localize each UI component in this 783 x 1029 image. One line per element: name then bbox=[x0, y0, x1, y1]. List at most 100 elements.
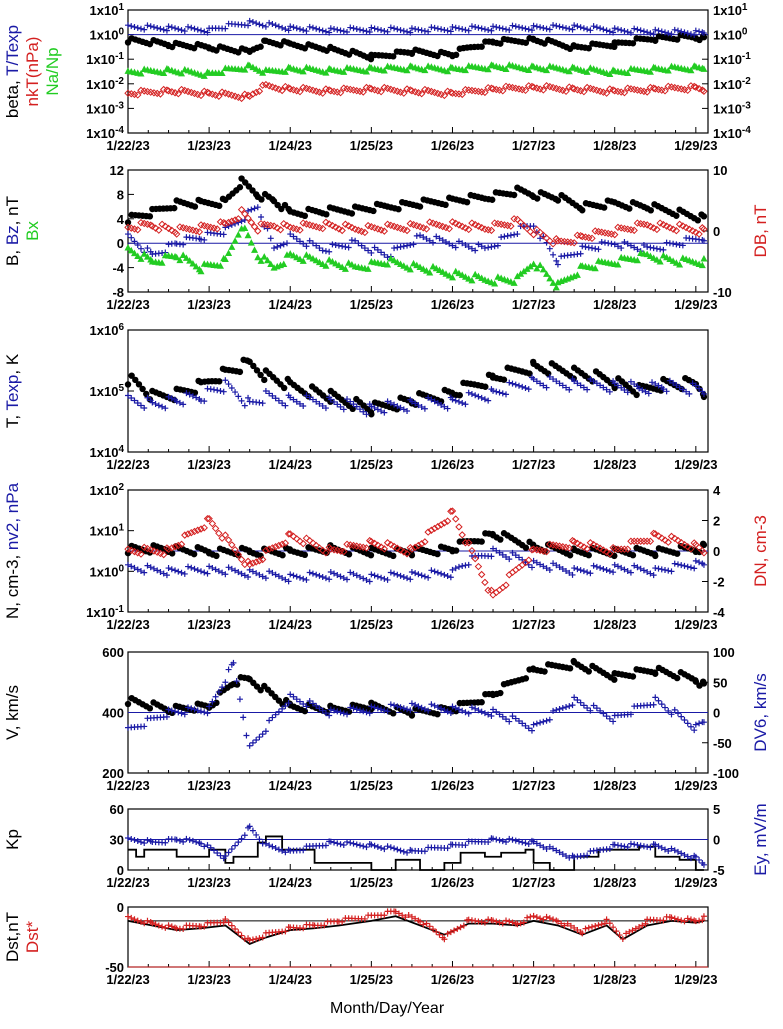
panel-beta-series-red-point bbox=[171, 89, 179, 97]
panel-t-series-black-point bbox=[611, 384, 618, 392]
panel-b-series-blue-point bbox=[251, 205, 258, 212]
panel-beta-series-red-point bbox=[700, 87, 708, 95]
panel-beta-series-green-point bbox=[340, 68, 348, 75]
panel-beta-series-blue-point bbox=[537, 24, 544, 31]
panel-beta-series-black-point bbox=[408, 50, 416, 57]
panel-b-series-blue-point bbox=[582, 243, 589, 250]
panel-beta-series-blue-point bbox=[300, 27, 307, 34]
panel-n-series-blue-point bbox=[353, 572, 360, 579]
panel-v-series-blue-point bbox=[384, 708, 391, 715]
panel-n-series-blue-point bbox=[618, 564, 625, 571]
panel-t-series-blue-point bbox=[428, 396, 435, 403]
panel-n-series-blue-point bbox=[188, 564, 195, 571]
panel-t-series-blue-point bbox=[614, 382, 621, 389]
panel-n-series-red-point bbox=[680, 540, 689, 549]
panel-n-series-blue-point bbox=[125, 561, 131, 568]
panel-b-series-red-point bbox=[692, 228, 700, 237]
panel-kp-xtick-label: 1/25/23 bbox=[350, 875, 393, 890]
panel-b-series-green-point bbox=[192, 262, 200, 270]
panel-beta-ytick-right-label: 1x101 bbox=[713, 2, 748, 18]
panel-n-series-blue-point bbox=[306, 569, 313, 576]
panel-n-series-blue-point bbox=[540, 563, 547, 570]
panel-t-series-blue-point bbox=[400, 406, 407, 413]
panel-beta-series-blue-point bbox=[337, 27, 344, 34]
panel-b-series-red-point bbox=[322, 218, 330, 226]
panel-beta-series-blue-point bbox=[488, 27, 495, 34]
panel-n-series-blue-point bbox=[490, 545, 497, 552]
panel-b-xtick-label: 1/22/23 bbox=[106, 297, 149, 312]
panel-n-series-blue-point bbox=[512, 552, 519, 559]
panel-n-series-black-point bbox=[673, 550, 681, 557]
panel-v-series-blue-point bbox=[407, 707, 414, 714]
panel-kp-series-blue-point bbox=[662, 846, 669, 853]
panel-b-series-blue-point bbox=[475, 241, 482, 248]
panel-b-series-black-point bbox=[301, 212, 309, 220]
panel-v-series-blue-point bbox=[668, 711, 675, 718]
panel-n-series-red-point bbox=[525, 556, 533, 564]
panel-b-series-blue-point bbox=[413, 232, 420, 239]
panel-dst-series-red-point bbox=[499, 920, 506, 927]
panel-t-series-blue-point bbox=[235, 393, 242, 400]
panel-b-series-blue-point bbox=[348, 237, 355, 244]
panel-b-series-red-point bbox=[507, 222, 515, 230]
panel-beta-series-red-point bbox=[487, 84, 496, 92]
panel-v-series-blue-point bbox=[691, 727, 698, 734]
panel-n-series-blue-point bbox=[452, 565, 459, 572]
panel-beta-series-black-point bbox=[390, 53, 397, 60]
panel-n-series-red-point bbox=[452, 515, 460, 523]
panel-beta-series-blue-point bbox=[245, 22, 252, 29]
panel-b-series-black-point bbox=[626, 205, 633, 212]
panel-n-series-blue-point bbox=[503, 553, 510, 560]
panel-beta-series-red-point bbox=[234, 93, 243, 102]
panel-t-series-blue-point bbox=[550, 376, 557, 383]
panel-v-series-blue-point bbox=[366, 710, 373, 717]
panel-beta-series-black-point bbox=[522, 39, 530, 46]
panel-dst-series-red-point bbox=[131, 916, 138, 923]
panel-kp-series-blue-point bbox=[624, 844, 631, 851]
panel-b-series-blue-point bbox=[608, 240, 615, 247]
panel-t-ylabel-left: T, Texp, K bbox=[3, 353, 22, 428]
panel-b-series-black-point bbox=[700, 213, 708, 220]
panel-v-series-black-point bbox=[213, 699, 220, 707]
panel-n-series-red-point bbox=[396, 546, 405, 554]
panel-beta-series-blue-point bbox=[165, 23, 172, 30]
panel-n-series-blue-point bbox=[652, 565, 659, 572]
panel-n-series-blue-point bbox=[614, 563, 621, 570]
panel-v-ylabel-left-segment: V, km/s bbox=[3, 685, 22, 740]
panel-b-series-green-point bbox=[176, 256, 184, 264]
panel-b-series-red-point bbox=[409, 220, 418, 229]
panel-n-series-red-point bbox=[430, 524, 439, 533]
panel-n-series-blue-point bbox=[627, 569, 634, 576]
panel-n-series-red-point bbox=[565, 544, 573, 552]
panel-v-series-blue-point bbox=[296, 698, 303, 705]
panel-b-series-red-point bbox=[331, 223, 340, 231]
panel-t-series-blue-point bbox=[686, 390, 693, 397]
panel-n-series-blue-point bbox=[447, 574, 454, 581]
panel-t-series-blue-point bbox=[666, 377, 673, 384]
panel-kp-series-blue-point bbox=[186, 836, 193, 843]
panel-v-series-blue-point bbox=[233, 678, 240, 685]
panel-t-xtick-label: 1/25/23 bbox=[350, 457, 393, 472]
panel-b-ytick-left-label: 0 bbox=[117, 236, 124, 251]
panel-b-series-blue-point bbox=[287, 231, 294, 238]
panel-b-series-green-point bbox=[676, 261, 684, 268]
panel-beta-xtick-label: 1/24/23 bbox=[269, 138, 312, 153]
panel-b-series-blue-point bbox=[378, 249, 385, 256]
panel-beta-series-red-point bbox=[278, 86, 286, 95]
panel-t-series-blue-point bbox=[141, 405, 148, 412]
panel-kp-series-blue-point bbox=[496, 837, 503, 844]
panel-beta-series-red-point bbox=[228, 91, 236, 99]
panel-b-series-blue-point bbox=[316, 245, 323, 252]
panel-n-series-blue-point bbox=[434, 569, 441, 576]
panel-b-series-blue-point bbox=[468, 245, 475, 252]
panel-v-series-blue-point bbox=[449, 703, 456, 710]
panel-b-series-blue-point bbox=[430, 239, 437, 246]
panel-v-series-blue-point bbox=[468, 704, 475, 711]
panel-n-series-blue-point bbox=[610, 569, 617, 576]
panel-n-series-red-point bbox=[667, 532, 676, 541]
panel-beta-series-blue-point bbox=[637, 27, 644, 34]
panel-t-series-blue-point bbox=[519, 383, 526, 390]
panel-beta-series-red-point bbox=[194, 90, 202, 99]
panel-kp-series-blue-point bbox=[269, 843, 276, 850]
panel-v-series-blue-point bbox=[503, 716, 510, 723]
